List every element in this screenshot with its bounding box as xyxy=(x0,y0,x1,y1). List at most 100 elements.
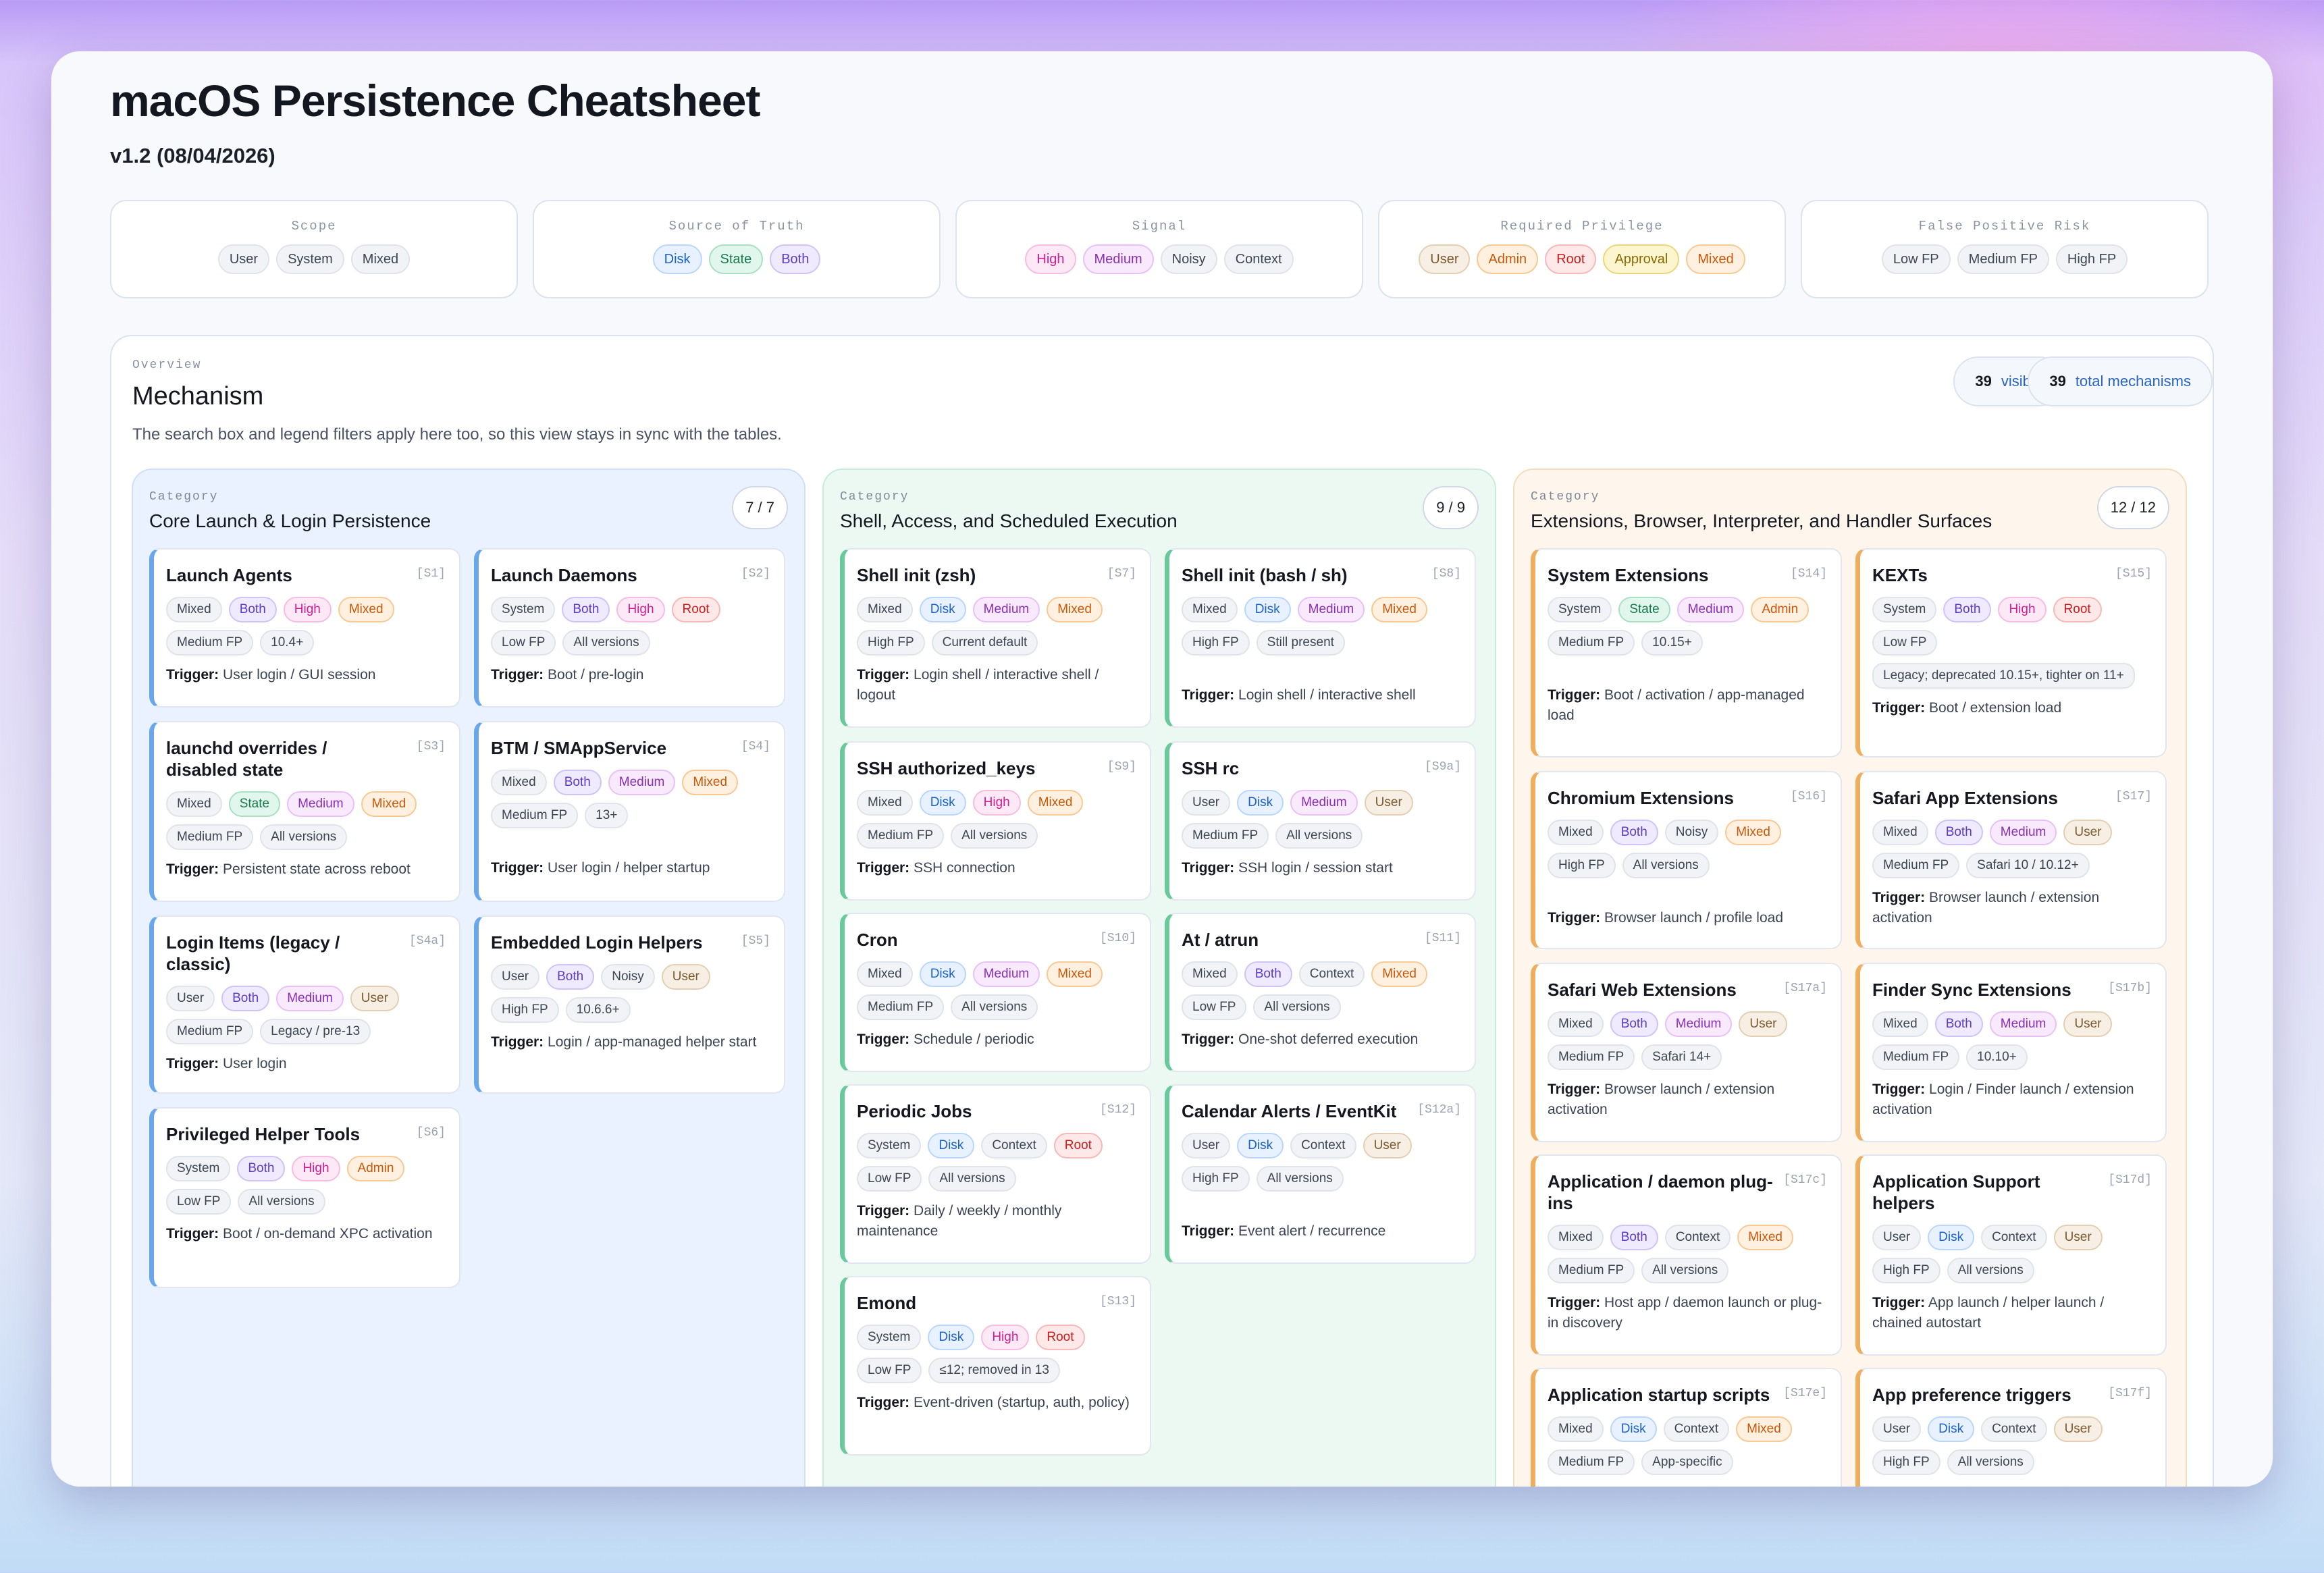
mechanism-card[interactable]: Emond [S13] System Disk High Root Low FP … xyxy=(840,1276,1151,1456)
mechanism-card[interactable]: Application startup scripts [S17e] Mixed … xyxy=(1531,1368,1842,1487)
mechanism-card[interactable]: Safari Web Extensions [S17a] Mixed Both M… xyxy=(1531,963,1842,1142)
signal-tag: Medium xyxy=(276,986,344,1011)
legend-title: Required Privilege xyxy=(1500,219,1664,234)
mechanism-card[interactable]: Cron [S10] Mixed Disk Medium Mixed Medium… xyxy=(840,913,1151,1072)
mechanism-card[interactable]: Embedded Login Helpers [S5] User Both Noi… xyxy=(474,915,785,1094)
signal-tag: Context xyxy=(1298,961,1365,987)
filter-chip-medium[interactable]: Medium xyxy=(1082,244,1154,274)
privilege-tag: User xyxy=(1364,790,1413,816)
source-tag: State xyxy=(228,791,281,817)
filter-chip-noisy[interactable]: Noisy xyxy=(1160,244,1217,274)
scope-tag: System xyxy=(166,1156,231,1181)
trigger-text: Login shell / interactive shell / logout xyxy=(857,667,1099,703)
privilege-tag: Mixed xyxy=(1737,1225,1793,1250)
category-title: Shell, Access, and Scheduled Execution xyxy=(840,510,1178,531)
filter-chip-system[interactable]: System xyxy=(276,244,344,274)
mechanism-card[interactable]: KEXTs [S15] System Both High Root Low FP … xyxy=(1855,548,2167,757)
trigger-text: Browser launch / profile load xyxy=(1604,910,1784,926)
fp-tag: Low FP xyxy=(857,1358,922,1383)
mechanism-card[interactable]: SSH rc [S9a] User Disk Medium User Medium… xyxy=(1165,741,1476,901)
trigger-text: Host app / daemon launch or plug-in disc… xyxy=(1548,1295,1822,1331)
card-title: Shell init (bash / sh) xyxy=(1182,565,1348,585)
version-tag: All versions xyxy=(1253,994,1341,1020)
mechanism-card[interactable]: Application Support helpers [S17d] User D… xyxy=(1855,1154,2167,1356)
filter-chip-user[interactable]: User xyxy=(217,244,270,274)
filter-chip-low-fp[interactable]: Low FP xyxy=(1881,244,1951,274)
mechanism-card[interactable]: Periodic Jobs [S12] System Disk Context R… xyxy=(840,1084,1151,1264)
scope-tag: Mixed xyxy=(1872,1011,1928,1037)
mechanism-card[interactable]: Launch Daemons [S2] System Both High Root… xyxy=(474,548,785,708)
trigger-label: Trigger: xyxy=(857,1032,910,1047)
scope-tag: Mixed xyxy=(857,961,913,987)
scope-tag: System xyxy=(857,1325,922,1350)
filter-chip-mixed[interactable]: Mixed xyxy=(350,244,411,274)
scope-tag: Mixed xyxy=(491,770,547,795)
source-tag: Both xyxy=(228,597,277,622)
filter-chip-admin[interactable]: Admin xyxy=(1477,244,1539,274)
filter-chip-high[interactable]: High xyxy=(1025,244,1076,274)
card-title: KEXTs xyxy=(1872,565,1928,585)
fp-tag: High FP xyxy=(1182,630,1250,656)
signal-tag: High xyxy=(1998,597,2046,622)
trigger-text: User login / GUI session xyxy=(223,667,376,683)
privilege-tag: Root xyxy=(671,597,720,622)
mechanism-card[interactable]: launchd overrides / disabled state [S3] M… xyxy=(149,721,460,902)
mechanism-card[interactable]: Finder Sync Extensions [S17b] Mixed Both … xyxy=(1855,963,2167,1142)
source-tag: Both xyxy=(1610,1225,1658,1250)
card-title: Embedded Login Helpers xyxy=(491,932,703,953)
version-tag: ≤12; removed in 13 xyxy=(928,1358,1060,1383)
version-tag: Legacy; deprecated 10.15+, tighter on 11… xyxy=(1872,663,2135,689)
source-tag: Disk xyxy=(1928,1225,1975,1250)
mechanism-card[interactable]: Application / daemon plug-ins [S17c] Mixe… xyxy=(1531,1154,1842,1356)
mechanism-card[interactable]: Calendar Alerts / EventKit [S12a] User Di… xyxy=(1165,1084,1476,1264)
card-id: [S12] xyxy=(1099,1103,1136,1117)
mechanism-card[interactable]: Privileged Helper Tools [S6] System Both … xyxy=(149,1107,460,1288)
trigger-text: App launch / helper launch / chained aut… xyxy=(1872,1295,2105,1331)
trigger-label: Trigger: xyxy=(1872,1082,1926,1097)
scope-tag: User xyxy=(1182,1133,1231,1158)
source-tag: Both xyxy=(1934,1011,1983,1037)
mechanism-card[interactable]: Shell init (bash / sh) [S8] Mixed Disk Me… xyxy=(1165,548,1476,728)
privilege-tag: Root xyxy=(2053,597,2102,622)
legend-title: False Positive Risk xyxy=(1918,219,2091,234)
mechanism-card[interactable]: SSH authorized_keys [S9] Mixed Disk High … xyxy=(840,741,1151,901)
mechanism-card[interactable]: System Extensions [S14] System State Medi… xyxy=(1531,548,1842,757)
category-title: Extensions, Browser, Interpreter, and Ha… xyxy=(1531,510,1992,531)
filter-chip-disk[interactable]: Disk xyxy=(652,244,702,274)
fp-tag: High FP xyxy=(1548,853,1616,878)
visible-count: 39 xyxy=(1975,373,1992,390)
source-tag: Both xyxy=(237,1156,286,1181)
mechanism-card[interactable]: Safari App Extensions [S17] Mixed Both Me… xyxy=(1855,771,2167,949)
card-title: launchd overrides / disabled state xyxy=(166,738,327,780)
mechanism-card[interactable]: Chromium Extensions [S16] Mixed Both Nois… xyxy=(1531,771,1842,949)
card-id: [S12a] xyxy=(1417,1103,1461,1117)
source-tag: Disk xyxy=(1928,1416,1975,1442)
mechanism-card[interactable]: Launch Agents [S1] Mixed Both High Mixed … xyxy=(149,548,460,708)
filter-chip-high-fp[interactable]: High FP xyxy=(2055,244,2128,274)
filter-chip-mixed[interactable]: Mixed xyxy=(1686,244,1745,274)
version-tag: All versions xyxy=(260,824,348,850)
privilege-tag: Mixed xyxy=(682,770,739,795)
card-id: [S4] xyxy=(741,740,770,753)
filter-chip-medium-fp[interactable]: Medium FP xyxy=(1957,244,2049,274)
card-title: System Extensions xyxy=(1548,565,1709,585)
source-tag: Disk xyxy=(1237,790,1284,816)
card-title: Safari App Extensions xyxy=(1872,788,2058,808)
signal-tag: High xyxy=(292,1156,340,1181)
fp-tag: High FP xyxy=(1872,1449,1940,1475)
trigger-label: Trigger: xyxy=(857,860,910,876)
scope-tag: System xyxy=(491,597,556,622)
mechanism-card[interactable]: Login Items (legacy / classic) [S4a] User… xyxy=(149,915,460,1094)
filter-chip-root[interactable]: Root xyxy=(1545,244,1597,274)
mechanism-card[interactable]: App preference triggers [S17f] User Disk … xyxy=(1855,1368,2167,1487)
filter-chip-approval[interactable]: Approval xyxy=(1603,244,1680,274)
filter-chip-user[interactable]: User xyxy=(1419,244,1471,274)
filter-chip-state[interactable]: State xyxy=(708,244,764,274)
mechanism-card[interactable]: BTM / SMAppService [S4] Mixed Both Medium… xyxy=(474,721,785,902)
trigger-text: Browser launch / extension activation xyxy=(1548,1082,1775,1117)
filter-chip-both[interactable]: Both xyxy=(770,244,821,274)
mechanism-card[interactable]: Shell init (zsh) [S7] Mixed Disk Medium M… xyxy=(840,548,1151,728)
signal-tag: Medium xyxy=(972,961,1040,987)
filter-chip-context[interactable]: Context xyxy=(1223,244,1294,274)
mechanism-card[interactable]: At / atrun [S11] Mixed Both Context Mixed… xyxy=(1165,913,1476,1072)
